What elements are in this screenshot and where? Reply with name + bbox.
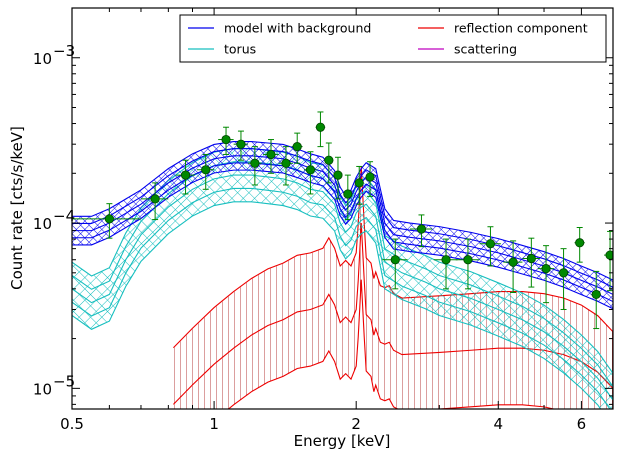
data-point — [382, 238, 408, 290]
legend-box — [179, 14, 607, 63]
y-tick-label: 10 — [33, 50, 52, 68]
data-point-marker — [324, 155, 334, 165]
y-tick-label: 10 — [33, 380, 52, 398]
x-axis-title: Energy [keV] — [294, 432, 391, 450]
data-point — [409, 214, 433, 248]
x-tick-label: 1 — [209, 415, 219, 433]
y-tick-label: 10 — [33, 215, 52, 233]
data-point — [455, 238, 480, 290]
legend-label-scattering: scattering — [454, 42, 517, 57]
data-point-marker — [343, 189, 353, 199]
data-point — [354, 165, 364, 205]
data-point — [537, 245, 555, 304]
data-point — [522, 237, 540, 288]
data-point-marker — [541, 264, 551, 274]
data-point — [343, 174, 353, 221]
data-point — [291, 132, 303, 164]
data-point-marker — [591, 289, 601, 300]
legend-label-model-with-background: model with background — [224, 21, 371, 36]
data-point-marker — [315, 122, 326, 132]
data-point — [175, 159, 195, 195]
data-point — [248, 146, 262, 186]
data-point-marker — [416, 224, 427, 234]
data-point-marker — [354, 178, 364, 188]
y-tick-exponent: −3 — [53, 42, 75, 60]
data-point — [315, 111, 326, 148]
line-model-with-background-4 — [72, 169, 613, 310]
data-point-marker — [236, 139, 246, 149]
data-point-marker — [266, 149, 276, 160]
ticks-layer: 0.5 1 2 4 610−510−410−3 — [33, 7, 614, 433]
data-point — [591, 270, 601, 330]
data-point-marker — [526, 253, 536, 264]
data-points-layer — [72, 111, 613, 330]
line-torus-2 — [72, 174, 613, 401]
legend: model with background torus reflection com… — [179, 14, 607, 63]
x-tick-label: 6 — [577, 415, 587, 433]
data-point-marker — [201, 165, 211, 175]
data-point — [365, 161, 375, 197]
data-point — [324, 142, 334, 184]
data-point — [72, 203, 141, 239]
data-point — [278, 146, 294, 186]
data-point — [218, 126, 234, 155]
line-model-with-background-2 — [72, 155, 613, 295]
y-axis-title: Count rate [cts/s/keV] — [8, 126, 26, 290]
data-point — [263, 139, 279, 174]
line-reflection-component-2 — [173, 223, 613, 405]
x-tick-label: 4 — [494, 415, 504, 433]
line-model-with-background-1 — [72, 148, 613, 288]
data-point — [557, 248, 570, 310]
data-point — [604, 230, 613, 292]
data-point-marker — [463, 255, 473, 265]
data-point-marker — [180, 170, 191, 180]
data-point-marker — [104, 214, 114, 224]
y-tick-exponent: −5 — [53, 372, 75, 390]
data-point — [503, 240, 523, 294]
legend-label-reflection-component: reflection component — [454, 21, 588, 36]
data-point-marker — [390, 255, 400, 265]
data-point-marker — [485, 239, 496, 249]
data-point — [333, 156, 343, 200]
data-point-marker — [281, 158, 291, 168]
data-point — [197, 153, 215, 190]
y-tick-exponent: −4 — [53, 207, 75, 225]
data-point — [233, 130, 249, 161]
data-point-marker — [250, 158, 260, 168]
data-point — [140, 182, 169, 221]
data-point-marker — [558, 268, 569, 278]
data-point — [574, 226, 585, 263]
legend-label-torus: torus — [224, 42, 256, 57]
data-point-marker — [221, 134, 231, 145]
data-point-marker — [150, 194, 160, 204]
data-point — [433, 238, 458, 290]
data-point-marker — [441, 255, 451, 265]
data-point-marker — [333, 170, 343, 180]
data-point-marker — [508, 257, 518, 267]
data-point — [479, 226, 501, 267]
data-point — [303, 151, 317, 195]
line-torus-3 — [72, 187, 611, 409]
line-torus-4 — [72, 201, 602, 409]
plot-frame — [71, 7, 614, 410]
x-tick-label: 0.5 — [60, 415, 84, 433]
data-point-marker — [365, 172, 375, 182]
data-point-marker — [575, 238, 585, 248]
data-point-marker — [292, 142, 302, 152]
data-point-marker — [305, 165, 316, 175]
x-tick-label: 2 — [351, 415, 361, 433]
